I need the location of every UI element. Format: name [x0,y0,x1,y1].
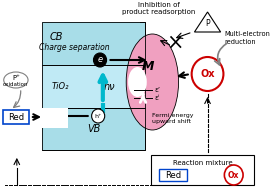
Text: Fermi energy
upward shift: Fermi energy upward shift [152,113,194,124]
Text: oxidation: oxidation [3,81,29,87]
Text: hν: hν [104,81,115,91]
Text: P⁺: P⁺ [12,75,20,81]
Text: h⁺: h⁺ [95,114,102,119]
Bar [152,155,254,185]
Text: Ox: Ox [200,69,215,79]
Text: εⁱ: εⁱ [154,95,159,101]
Text: Ox: Ox [228,170,239,180]
Text: M: M [142,60,154,74]
Bar [42,22,140,65]
Bar [42,65,145,108]
Polygon shape [195,12,221,32]
Circle shape [92,109,105,123]
Text: ε’: ε’ [154,87,160,93]
Text: P: P [205,19,210,29]
Text: TiO₂: TiO₂ [51,82,69,91]
Bar [42,22,145,65]
FancyBboxPatch shape [159,169,187,181]
Text: e: e [97,56,103,64]
Ellipse shape [4,72,28,88]
Bar [42,108,145,150]
Bar [42,65,145,108]
Circle shape [94,53,107,67]
Ellipse shape [128,67,147,97]
FancyBboxPatch shape [3,110,29,124]
Text: Inhibition of
product readsorption: Inhibition of product readsorption [122,2,196,15]
Bar [42,108,145,150]
Text: Red: Red [165,170,181,180]
Text: Charge separation: Charge separation [39,43,110,51]
Text: Multi-electron
reduction: Multi-electron reduction [224,32,270,44]
Text: VB: VB [87,124,100,134]
Bar [42,22,145,65]
Circle shape [192,57,224,91]
Text: CB: CB [50,32,63,42]
Text: Red: Red [8,112,24,122]
Circle shape [224,165,243,185]
Bar [42,22,140,150]
Bar [42,65,140,108]
Bar [42,108,140,150]
Ellipse shape [126,34,179,130]
Text: Reaction mixture: Reaction mixture [173,160,233,166]
Bar [42,108,68,128]
